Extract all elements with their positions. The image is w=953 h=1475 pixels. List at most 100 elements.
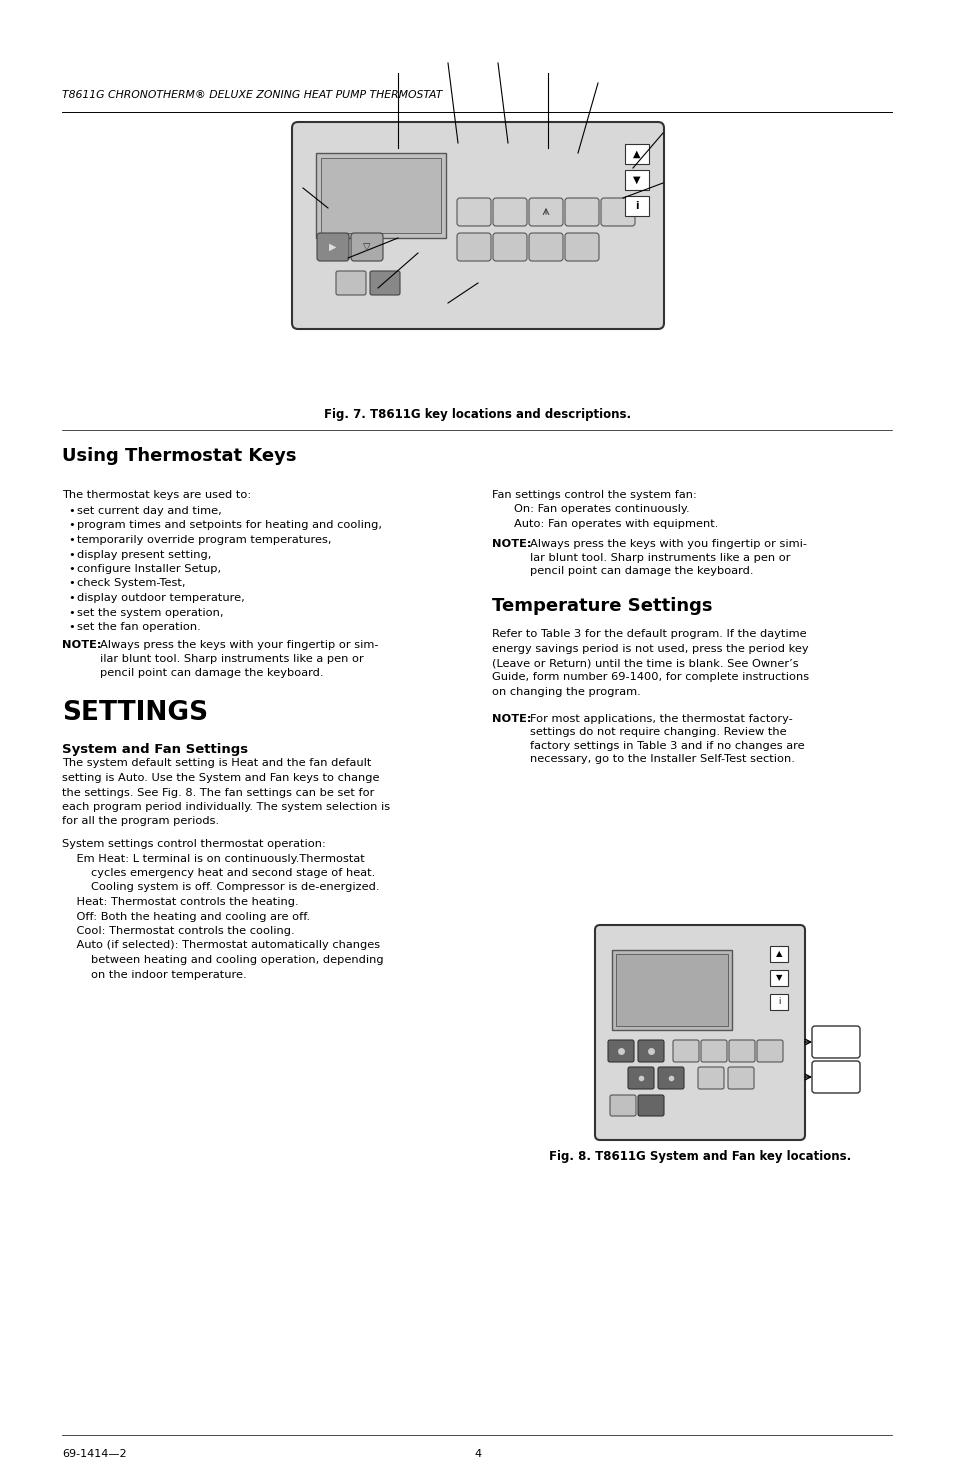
FancyBboxPatch shape	[728, 1040, 754, 1062]
Text: Em Heat: L terminal is on continuously.Thermostat: Em Heat: L terminal is on continuously.T…	[62, 854, 364, 863]
Bar	[769, 945, 787, 962]
Text: •: •	[68, 521, 74, 531]
Text: Heat: Thermostat controls the heating.: Heat: Thermostat controls the heating.	[62, 897, 298, 907]
Text: Using Thermostat Keys: Using Thermostat Keys	[62, 447, 296, 465]
Text: System and Fan Settings: System and Fan Settings	[62, 742, 248, 755]
Text: Refer to Table 3 for the default program. If the daytime: Refer to Table 3 for the default program…	[492, 628, 806, 639]
Text: i: i	[777, 997, 780, 1006]
FancyBboxPatch shape	[757, 1040, 782, 1062]
Text: •: •	[68, 506, 74, 516]
Text: On: Fan operates continuously.: On: Fan operates continuously.	[514, 504, 689, 515]
Text: Fig. 8. T8611G System and Fan key locations.: Fig. 8. T8611G System and Fan key locati…	[548, 1150, 850, 1162]
Text: Always press the keys with your fingertip or sim-
ilar blunt tool. Sharp instrum: Always press the keys with your fingerti…	[100, 640, 378, 677]
FancyBboxPatch shape	[698, 1066, 723, 1089]
Text: •: •	[68, 578, 74, 589]
Text: Cooling system is off. Compressor is de-energized.: Cooling system is off. Compressor is de-…	[62, 882, 379, 892]
Text: the settings. See Fig. 8. The fan settings can be set for: the settings. See Fig. 8. The fan settin…	[62, 788, 374, 798]
Text: Auto (if selected): Thermostat automatically changes: Auto (if selected): Thermostat automatic…	[62, 941, 379, 950]
Text: setting is Auto. Use the System and Fan keys to change: setting is Auto. Use the System and Fan …	[62, 773, 379, 783]
FancyBboxPatch shape	[456, 198, 491, 226]
FancyBboxPatch shape	[811, 1027, 859, 1058]
FancyBboxPatch shape	[529, 198, 562, 226]
FancyBboxPatch shape	[493, 233, 526, 261]
Text: configure Installer Setup,: configure Installer Setup,	[77, 563, 221, 574]
Text: ▶: ▶	[329, 242, 336, 252]
Bar	[769, 994, 787, 1010]
FancyBboxPatch shape	[529, 233, 562, 261]
Text: ▲: ▲	[633, 149, 640, 159]
FancyBboxPatch shape	[627, 1066, 654, 1089]
FancyBboxPatch shape	[351, 233, 382, 261]
Text: 69-1414—2: 69-1414—2	[62, 1448, 127, 1459]
Text: Off: Both the heating and cooling are off.: Off: Both the heating and cooling are of…	[62, 912, 310, 922]
Text: •: •	[68, 622, 74, 631]
FancyBboxPatch shape	[811, 1061, 859, 1093]
Bar	[320, 158, 440, 233]
Text: ▲: ▲	[775, 950, 781, 959]
FancyBboxPatch shape	[638, 1094, 663, 1117]
Text: ▽: ▽	[363, 242, 371, 252]
FancyBboxPatch shape	[335, 271, 366, 295]
Text: ▼: ▼	[633, 176, 640, 184]
Text: Guide, form number 69-1400, for complete instructions: Guide, form number 69-1400, for complete…	[492, 673, 808, 683]
Text: on changing the program.: on changing the program.	[492, 687, 640, 698]
Bar	[769, 971, 787, 985]
Text: check System-Test,: check System-Test,	[77, 578, 185, 589]
Text: display present setting,: display present setting,	[77, 550, 212, 559]
Text: •: •	[68, 550, 74, 559]
Text: System settings control thermostat operation:: System settings control thermostat opera…	[62, 839, 326, 850]
Text: 4: 4	[474, 1448, 481, 1459]
FancyBboxPatch shape	[727, 1066, 753, 1089]
FancyBboxPatch shape	[493, 198, 526, 226]
Text: Cool: Thermostat controls the cooling.: Cool: Thermostat controls the cooling.	[62, 926, 294, 937]
Text: Temperature Settings: Temperature Settings	[492, 597, 712, 615]
Text: •: •	[68, 563, 74, 574]
Text: i: i	[635, 201, 639, 211]
Text: ▼: ▼	[775, 974, 781, 982]
FancyBboxPatch shape	[600, 198, 635, 226]
Text: on the indoor temperature.: on the indoor temperature.	[62, 969, 247, 979]
Text: set the fan operation.: set the fan operation.	[77, 622, 200, 631]
Text: (Leave or Return) until the time is blank. See Owner’s: (Leave or Return) until the time is blan…	[492, 658, 798, 668]
Text: temporarily override program temperatures,: temporarily override program temperature…	[77, 535, 331, 544]
Text: Auto: Fan operates with equipment.: Auto: Fan operates with equipment.	[514, 519, 718, 530]
FancyBboxPatch shape	[624, 170, 648, 190]
Text: SETTINGS: SETTINGS	[62, 701, 208, 727]
Text: NOTE:: NOTE:	[492, 538, 531, 549]
Text: •: •	[68, 535, 74, 544]
Text: program times and setpoints for heating and cooling,: program times and setpoints for heating …	[77, 521, 381, 531]
FancyBboxPatch shape	[672, 1040, 699, 1062]
FancyBboxPatch shape	[456, 233, 491, 261]
FancyBboxPatch shape	[700, 1040, 726, 1062]
Text: display outdoor temperature,: display outdoor temperature,	[77, 593, 245, 603]
Text: NOTE:: NOTE:	[492, 714, 531, 724]
Text: For most applications, the thermostat factory-
settings do not require changing.: For most applications, the thermostat fa…	[530, 714, 803, 764]
Bar	[612, 950, 731, 1030]
Text: set the system operation,: set the system operation,	[77, 608, 223, 618]
FancyBboxPatch shape	[316, 233, 349, 261]
Text: •: •	[68, 608, 74, 618]
FancyBboxPatch shape	[370, 271, 399, 295]
Text: for all the program periods.: for all the program periods.	[62, 817, 219, 826]
FancyBboxPatch shape	[638, 1040, 663, 1062]
Text: The thermostat keys are used to:: The thermostat keys are used to:	[62, 490, 251, 500]
Text: Fig. 7. T8611G key locations and descriptions.: Fig. 7. T8611G key locations and descrip…	[324, 409, 631, 420]
Text: Fan settings control the system fan:: Fan settings control the system fan:	[492, 490, 696, 500]
Text: between heating and cooling operation, depending: between heating and cooling operation, d…	[62, 954, 383, 965]
Text: set current day and time,: set current day and time,	[77, 506, 221, 516]
Bar	[616, 954, 727, 1027]
FancyBboxPatch shape	[658, 1066, 683, 1089]
FancyBboxPatch shape	[564, 233, 598, 261]
Text: NOTE:: NOTE:	[62, 640, 101, 650]
Text: each program period individually. The system selection is: each program period individually. The sy…	[62, 802, 390, 813]
Bar	[315, 153, 446, 237]
Text: Always press the keys with you fingertip or simi-
lar blunt tool. Sharp instrume: Always press the keys with you fingertip…	[530, 538, 806, 577]
FancyBboxPatch shape	[595, 925, 804, 1140]
FancyBboxPatch shape	[624, 145, 648, 164]
FancyBboxPatch shape	[564, 198, 598, 226]
Text: energy savings period is not used, press the period key: energy savings period is not used, press…	[492, 643, 808, 653]
FancyBboxPatch shape	[624, 196, 648, 215]
Text: T8611G CHRONOTHERM® DELUXE ZONING HEAT PUMP THERMOSTAT: T8611G CHRONOTHERM® DELUXE ZONING HEAT P…	[62, 90, 442, 100]
Text: The system default setting is Heat and the fan default: The system default setting is Heat and t…	[62, 758, 371, 768]
Text: •: •	[68, 593, 74, 603]
